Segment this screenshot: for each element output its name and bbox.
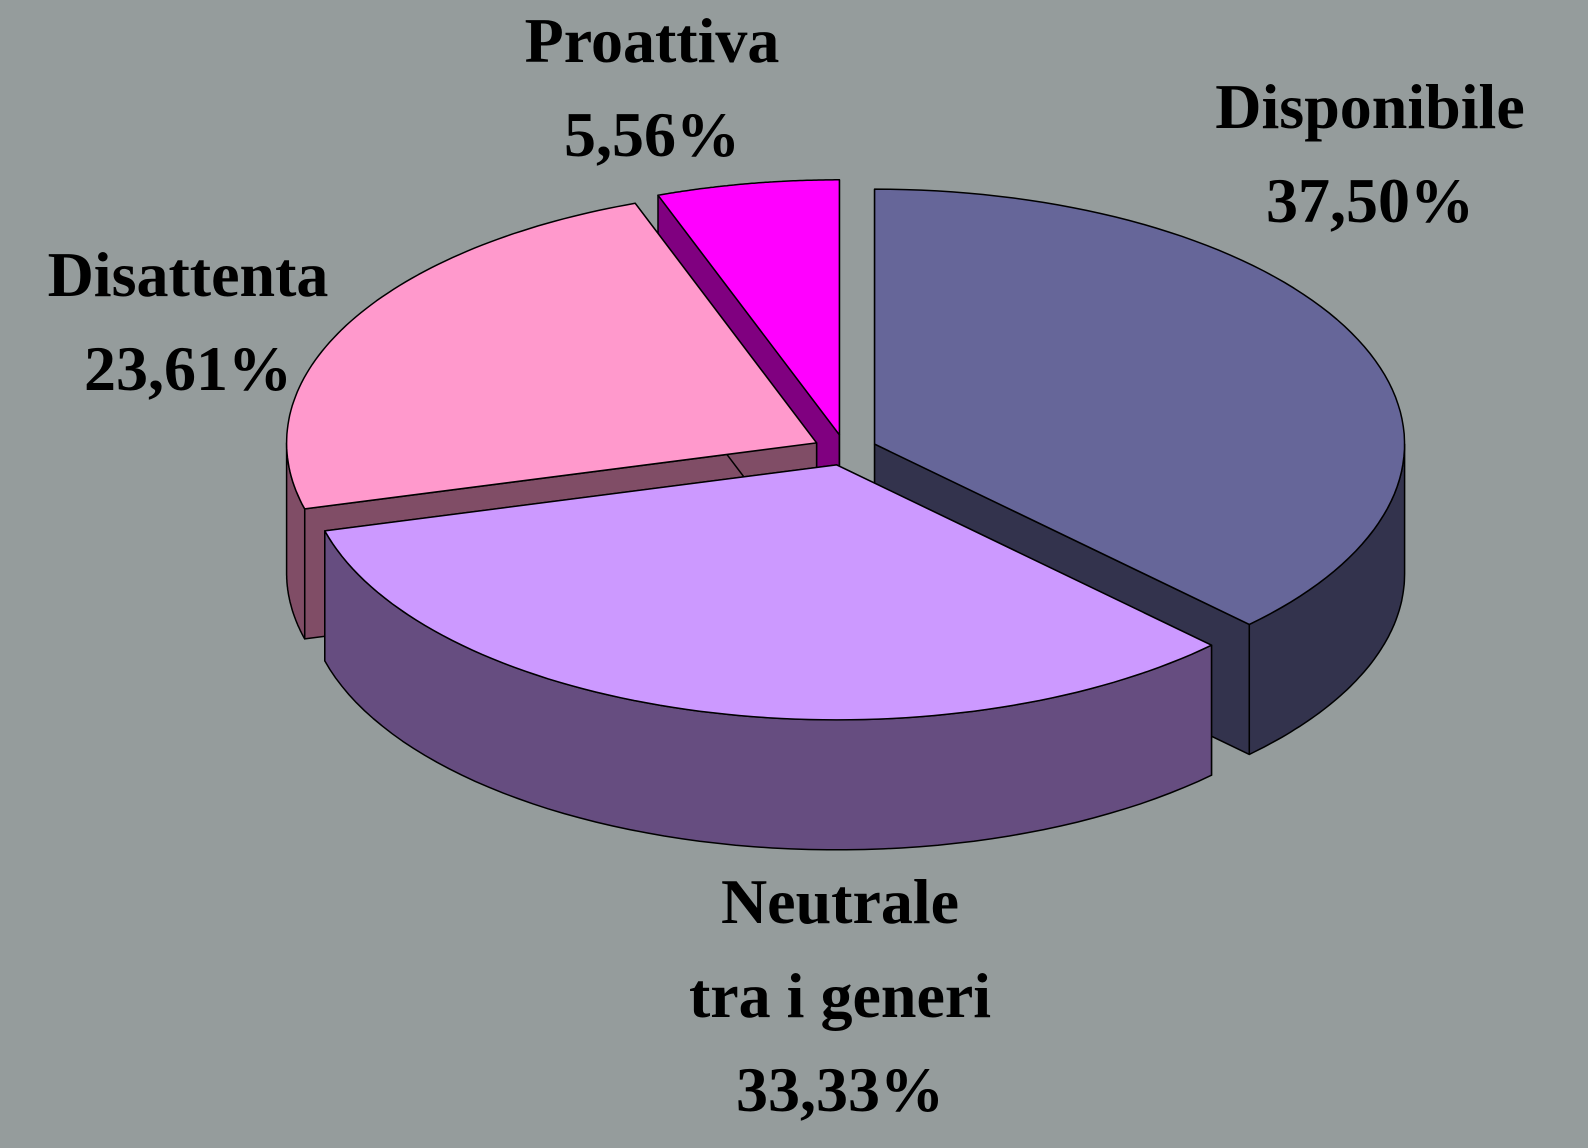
slice-top [873,188,1406,626]
value-label: 37,50% [1266,165,1474,236]
category-label: Disponibile [1215,71,1525,142]
value-label: 23,61% [84,333,292,404]
category-label: Disattenta [47,239,329,310]
category-label: Neutrale tra i generi [688,866,992,1031]
slice-top [657,179,841,436]
value-label: 5,56% [564,99,740,170]
slice-label: Proattiva 5,56% [525,0,780,182]
slice-label: Disponibile 37,50% [1215,60,1524,248]
slice-top [285,202,818,510]
slice-top [324,464,1213,721]
slice-label: Disattenta 23,61% [48,228,329,416]
value-label: 33,33% [736,1054,944,1125]
slice-label: Neutrale tra i generi 33,33% [689,855,991,1137]
category-label: Proattiva [524,5,780,76]
